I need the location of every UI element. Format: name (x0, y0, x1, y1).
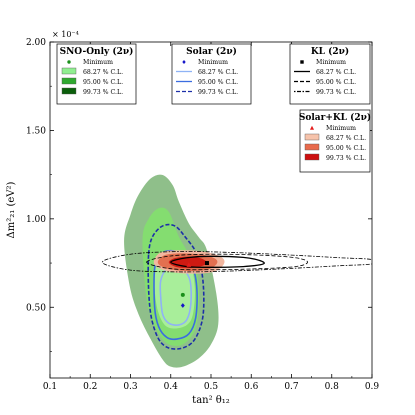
legend-marker-minimum (182, 59, 186, 65)
solar-contour-99.73 (147, 223, 205, 350)
contour-lines (101, 223, 372, 350)
minimum-marker-kl (204, 261, 209, 266)
legend-title: KL (2ν) (311, 46, 349, 57)
legend-top-right: KL (2ν) Minimum 68.27 % C.L. 95.00 % C.L. 99… (289, 43, 371, 105)
x-tick-label: 0.6 (244, 382, 259, 392)
legend-swatch (61, 77, 77, 85)
legend-swatch (61, 67, 77, 75)
x-tick-label: 0.8 (325, 382, 340, 392)
x-axis-title: tan² θ₁₂ (192, 395, 230, 406)
legend-box (299, 109, 371, 173)
legend-title: Solar (2ν) (186, 46, 237, 57)
legend-label-minimum: Minimum (83, 59, 113, 66)
minimum-marker-solar (180, 303, 185, 308)
y-multiplier-label: × 10⁻⁴ (52, 30, 79, 39)
minimum-markers (180, 261, 209, 308)
y-tick-label: 2.00 (26, 38, 46, 48)
legend-label-cl: 99.73 % C.L. (198, 89, 238, 96)
legend-label-cl: 95.00 % C.L. (326, 145, 366, 152)
y-tick-label: 0.50 (26, 303, 46, 313)
x-tick-label: 0.4 (164, 382, 179, 392)
legend-label-minimum: Minimum (198, 59, 228, 66)
legend-title: Solar+KL (2ν) (299, 112, 371, 123)
legend-label-minimum: Minimum (316, 59, 346, 66)
legend-right: Solar+KL (2ν) Minimum 68.27 % C.L. 95.00 % … (299, 109, 371, 173)
legend-box (289, 43, 371, 105)
legend-label-cl: 68.27 % C.L. (83, 69, 123, 76)
legend-top-center: Solar (2ν) Minimum 68.27 % C.L. 95.00 % C.L… (171, 43, 252, 105)
legend-label-cl: 95.00 % C.L. (198, 79, 238, 86)
legend-label-cl: 99.73 % C.L. (316, 89, 356, 96)
legends: SNO-Only (2ν) Minimum 68.27 % C.L. 95.00 % … (56, 43, 371, 173)
x-tick-label: 0.2 (83, 382, 97, 392)
kl-contour-95.00 (146, 253, 309, 271)
minimum-marker-solar+kl (186, 262, 192, 267)
legend-swatch (304, 143, 320, 151)
kl-contour-68.27 (170, 255, 265, 268)
legend-label-cl: 99.73 % C.L. (326, 155, 366, 162)
legend-label-cl: 68.27 % C.L. (326, 135, 366, 142)
legend-box (171, 43, 252, 105)
legend-label-cl: 95.00 % C.L. (316, 79, 356, 86)
minimum-marker-sno-only (180, 292, 185, 297)
x-tick-label: 0.3 (123, 382, 138, 392)
kl-contour-99.73 (101, 251, 372, 273)
legend-marker-minimum (300, 60, 304, 64)
legend-marker-minimum (67, 60, 71, 64)
x-tick-label: 0.9 (365, 382, 380, 392)
y-tick-label: 1.00 (26, 215, 46, 225)
x-tick-label: 0.1 (43, 382, 57, 392)
x-tick-label: 0.7 (284, 382, 299, 392)
legend-marker-minimum (309, 125, 315, 130)
y-axis-ticks: 0.50 1.00 1.50 2.00 (26, 38, 372, 352)
legend-swatch (304, 133, 320, 141)
legend-label-cl: 68.27 % C.L. (198, 69, 238, 76)
legend-label-cl: 95.00 % C.L. (83, 79, 123, 86)
legend-label-cl: 68.27 % C.L. (316, 69, 356, 76)
y-axis-title: Δm²₂₁ (eV²) (6, 181, 17, 238)
x-tick-label: 0.5 (204, 382, 219, 392)
legend-top-left: SNO-Only (2ν) Minimum 68.27 % C.L. 95.00 % … (56, 43, 137, 105)
legend-title: SNO-Only (2ν) (60, 46, 134, 57)
legend-swatch (61, 87, 77, 95)
legend-label-cl: 99.73 % C.L. (83, 89, 123, 96)
legend-label-minimum: Minimum (326, 125, 356, 132)
y-tick-label: 1.50 (26, 126, 46, 136)
legend-swatch (304, 153, 320, 161)
